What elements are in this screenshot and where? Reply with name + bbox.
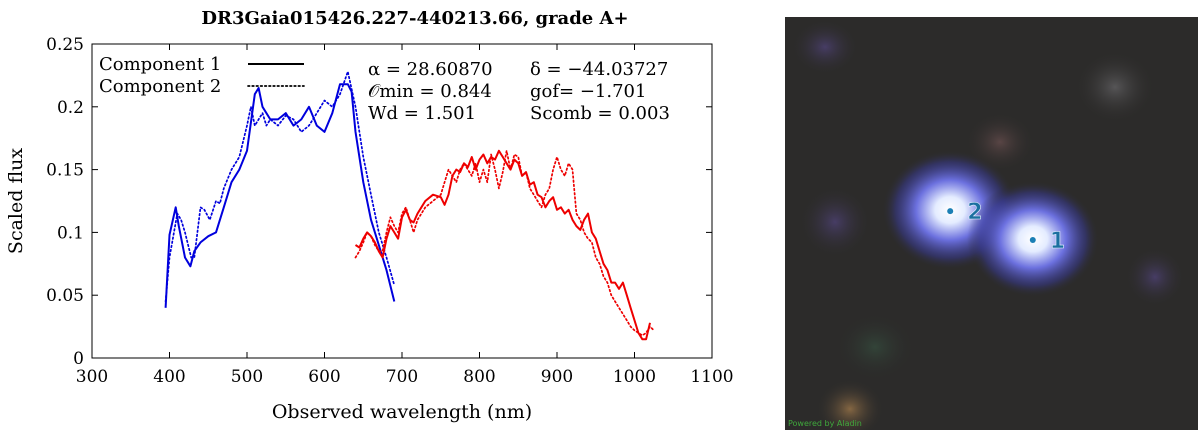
annotation-text: gof= −1.701 (530, 81, 646, 102)
annotation-text: 𝒪min = 0.844 (368, 81, 492, 102)
faint-source (1125, 247, 1185, 307)
annotation-text: α = 28.60870 (368, 59, 493, 80)
legend-label: Component 1 (99, 54, 221, 75)
x-tick-label: 1100 (690, 367, 733, 387)
y-tick-label: 0.05 (46, 286, 84, 306)
legend-label: Component 2 (99, 76, 221, 97)
faint-source (965, 112, 1035, 172)
y-axis-label: Scaled flux (5, 148, 27, 254)
aladin-credit[interactable]: Powered by Aladin (788, 419, 862, 428)
series-layer (164, 70, 655, 341)
x-tick-label: 500 (231, 367, 263, 387)
y-tick-label: 0.2 (57, 98, 84, 118)
x-tick-label: 800 (463, 367, 495, 387)
source-marker-label: 1 (1050, 229, 1065, 254)
annotation-text: δ = −44.03727 (530, 59, 668, 80)
y-tick-label: 0.25 (46, 35, 84, 55)
x-tick-label: 900 (541, 367, 573, 387)
spectrum-chart-svg: DR3Gaia015426.227-440213.66, grade A+ 30… (5, 8, 734, 423)
faint-source (799, 186, 871, 258)
y-tick-label: 0.1 (57, 223, 84, 243)
series-blue-dotted (164, 70, 396, 303)
source-marker-label: 2 (967, 200, 982, 225)
source-marker-dot[interactable] (947, 208, 954, 215)
faint-source (816, 379, 884, 430)
chart-title: DR3Gaia015426.227-440213.66, grade A+ (201, 8, 628, 29)
spectrum-chart: DR3Gaia015426.227-440213.66, grade A+ 30… (5, 8, 734, 423)
source-markers: 21 (947, 200, 1065, 254)
y-tick-label: 0.15 (46, 161, 84, 181)
x-tick-label: 300 (76, 367, 108, 387)
axis-ticks: 300 400 500 600 700 800 900 1000 1100 0 0.05 0.1 0.1… (46, 35, 733, 387)
y-tick-label: 0 (73, 349, 84, 369)
faint-source (835, 313, 915, 381)
faint-source (791, 19, 859, 75)
series-red-solid (354, 149, 651, 341)
x-tick-label: 400 (153, 367, 185, 387)
sky-image: 21 (785, 17, 1198, 430)
x-tick-label: 600 (308, 367, 340, 387)
x-axis-label: Observed wavelength (nm) (272, 401, 532, 423)
annotation-text: Scomb = 0.003 (530, 103, 670, 124)
series-red-dotted (354, 149, 655, 337)
x-tick-label: 700 (386, 367, 418, 387)
source-marker-dot[interactable] (1029, 237, 1036, 244)
faint-source (1075, 51, 1155, 123)
annotation-text: Wd = 1.501 (368, 103, 476, 124)
x-tick-label: 1000 (613, 367, 656, 387)
series-blue-solid (164, 83, 396, 308)
